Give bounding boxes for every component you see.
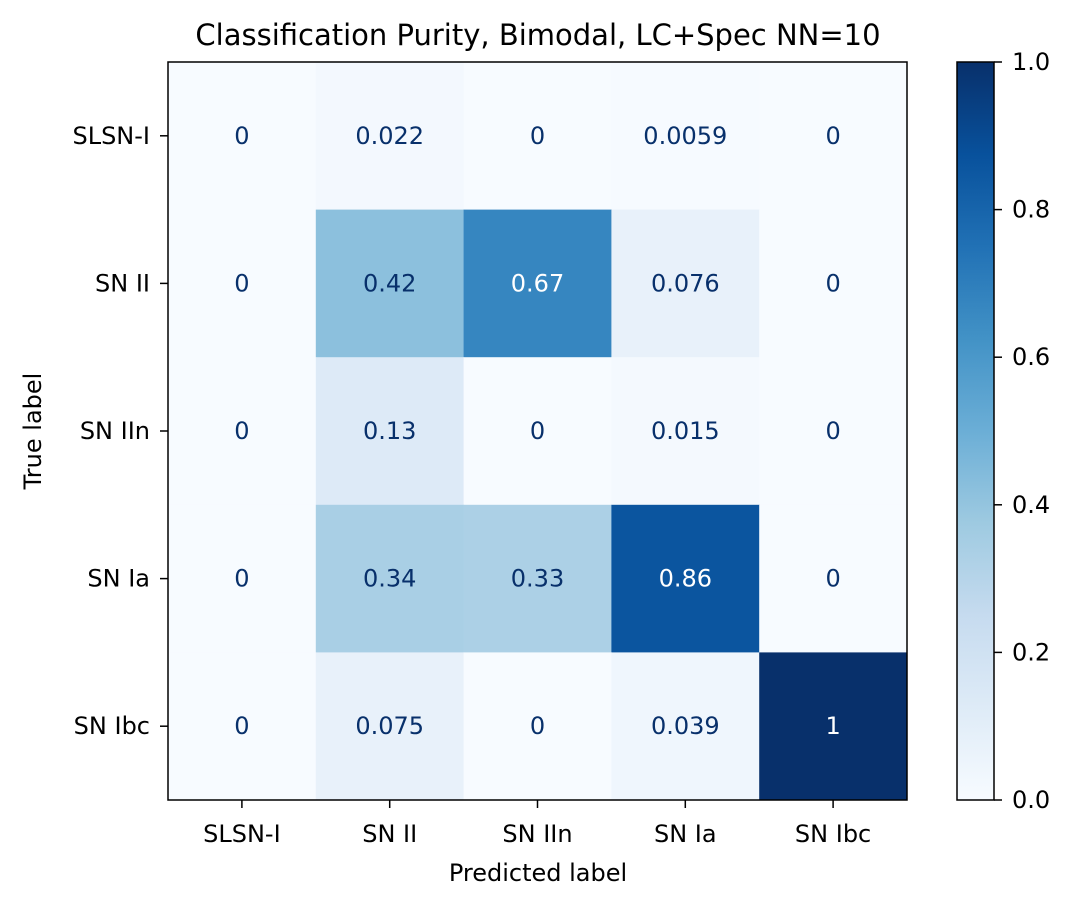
x-tick-label: SN Ibc [795, 820, 871, 848]
heatmap-cell [611, 652, 760, 801]
cell-value-label: 0 [234, 565, 249, 593]
heatmap-cell [611, 209, 760, 358]
heatmap-cell [315, 209, 465, 358]
heatmap-cell [168, 357, 317, 506]
cell-value-label: 1 [825, 712, 840, 740]
heatmap-cell [759, 357, 908, 506]
y-tick-label: SN IIn [80, 417, 150, 445]
y-tick-label: SN Ibc [74, 712, 150, 740]
colorbar [956, 61, 995, 801]
heatmap-cell-labels: 0 0.022 0 0.0059 0 0 0.42 0.67 0.076 0 0 0.13 0 0.015… [234, 122, 840, 740]
heatmap-cell [463, 504, 612, 653]
heatmap-cell [759, 209, 908, 358]
cell-value-label: 0.13 [363, 417, 416, 445]
heatmap-cell [611, 504, 760, 653]
cell-value-label: 0 [234, 122, 249, 150]
colorbar-tick-label: 1.0 [1012, 48, 1050, 76]
cell-value-label: 0 [234, 417, 249, 445]
y-tick-label: SN II [95, 269, 150, 297]
colorbar-tick-label: 0.2 [1012, 638, 1050, 666]
cell-value-label: 0 [530, 712, 545, 740]
heatmap-cell [315, 62, 465, 211]
heatmap-cell [168, 652, 317, 801]
cell-value-label: 0.86 [659, 565, 712, 593]
x-tick-label: SLSN-I [203, 820, 281, 848]
cell-value-label: 0.67 [511, 269, 564, 297]
heatmap-cell [315, 652, 465, 801]
heatmap-cell [611, 357, 760, 506]
heatmap-cell [759, 504, 908, 653]
x-axis-label: Predicted label [449, 859, 627, 887]
cell-value-label: 0.0059 [643, 122, 727, 150]
cell-value-label: 0 [530, 417, 545, 445]
cell-value-label: 0 [825, 269, 840, 297]
heatmap-cell [463, 62, 612, 211]
heatmap-cell [463, 357, 612, 506]
colorbar-tick-label: 0.8 [1012, 196, 1050, 224]
heatmap-cell [315, 357, 465, 506]
cell-value-label: 0 [825, 122, 840, 150]
x-axis-ticks: SLSN-I SN II SN IIn SN Ia SN Ibc [203, 800, 871, 848]
colorbar-tick-label: 0.6 [1012, 343, 1050, 371]
heatmap-cells [168, 62, 908, 801]
cell-value-label: 0 [234, 712, 249, 740]
colorbar-ticks: 0.0 0.2 0.4 0.6 0.8 1.0 [994, 48, 1050, 814]
cell-value-label: 0.42 [363, 269, 416, 297]
cell-value-label: 0 [825, 417, 840, 445]
cell-value-label: 0.34 [363, 565, 416, 593]
heatmap-cell [759, 62, 908, 211]
y-axis-ticks: SLSN-I SN II SN IIn SN Ia SN Ibc [72, 122, 168, 740]
cell-value-label: 0.33 [511, 565, 564, 593]
heatmap-cell [168, 62, 317, 211]
cell-value-label: 0.075 [355, 712, 424, 740]
x-tick-label: SN IIn [502, 820, 572, 848]
cell-value-label: 0 [234, 269, 249, 297]
heatmap-cell [315, 504, 465, 653]
y-tick-label: SN Ia [87, 565, 150, 593]
y-tick-label: SLSN-I [72, 122, 150, 150]
cell-value-label: 0.022 [355, 122, 424, 150]
colorbar-tick-label: 0.0 [1012, 786, 1050, 814]
heatmap-cell [759, 652, 908, 801]
heatmap-cell [463, 209, 612, 358]
cell-value-label: 0.076 [651, 269, 720, 297]
heatmap-cell [611, 62, 760, 211]
x-tick-label: SN Ia [654, 820, 717, 848]
cell-value-label: 0.039 [651, 712, 720, 740]
cell-value-label: 0 [825, 565, 840, 593]
heatmap-cell [168, 504, 317, 653]
cell-value-label: 0 [530, 122, 545, 150]
heatmap-cell [463, 652, 612, 801]
x-tick-label: SN II [362, 820, 417, 848]
chart-title: Classification Purity, Bimodal, LC+Spec … [195, 18, 880, 52]
heatmap-cell [168, 209, 317, 358]
y-axis-label: True label [19, 373, 47, 491]
cell-value-label: 0.015 [651, 417, 720, 445]
colorbar-tick-label: 0.4 [1012, 491, 1050, 519]
